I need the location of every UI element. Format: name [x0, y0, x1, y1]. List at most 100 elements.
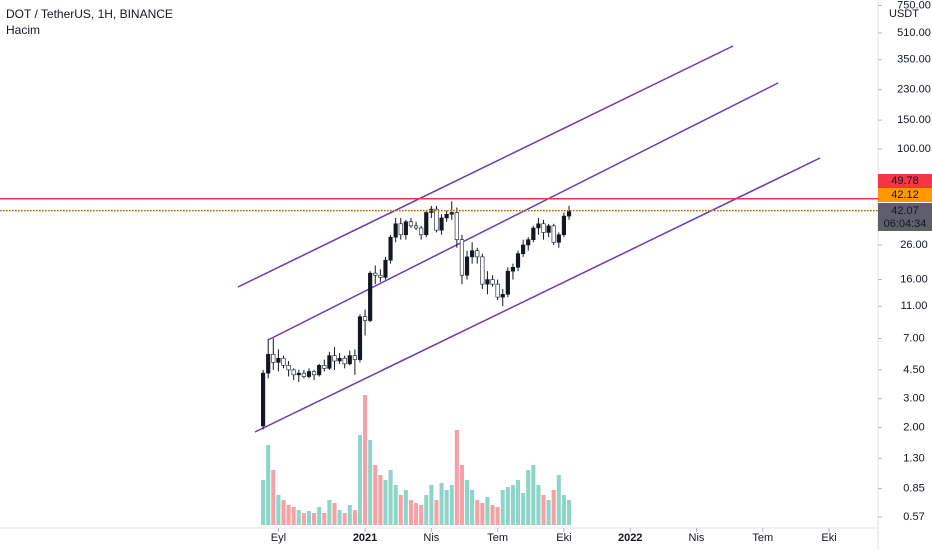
volume-bar: [419, 505, 424, 525]
y-tick-label: 350.00: [897, 54, 931, 66]
candle-body: [551, 225, 556, 243]
volume-bar: [449, 485, 454, 525]
y-tick-label: 0.85: [903, 483, 924, 495]
candle-body: [373, 272, 378, 276]
volume-bar: [291, 507, 296, 525]
candle-body: [515, 253, 521, 268]
candle-body: [505, 270, 510, 295]
volume-bar: [470, 490, 475, 525]
candle-body: [480, 256, 485, 285]
volume-bar: [480, 503, 485, 525]
volume-label: Hacim: [6, 23, 40, 37]
volume-bar: [368, 440, 373, 525]
volume-bar: [312, 513, 317, 525]
candle-body: [510, 267, 516, 272]
candle-body: [459, 239, 465, 276]
volume-bar: [301, 513, 306, 525]
candle-body: [536, 223, 541, 229]
candle-body: [378, 274, 383, 278]
x-tick-label: Tem: [487, 532, 508, 544]
candle-body: [337, 357, 342, 362]
last-price-label: 42.07: [891, 205, 919, 217]
volume-bar: [373, 465, 378, 525]
volume-bar: [266, 445, 271, 525]
volume-bar: [322, 513, 327, 525]
candle-body: [276, 357, 281, 363]
candle-body: [490, 279, 495, 285]
y-tick-label: 26.00: [900, 239, 928, 251]
candle-body: [286, 365, 291, 371]
candle-body: [566, 210, 572, 217]
volume-bar: [271, 470, 276, 525]
candle-body: [357, 316, 363, 360]
volume-bar: [429, 485, 434, 525]
trend-channel: [237, 45, 821, 433]
candle-body: [296, 372, 301, 376]
currency-label: USDT: [889, 8, 919, 20]
candle-body: [352, 355, 357, 360]
volume-bar: [526, 470, 531, 525]
candle-body: [393, 223, 398, 238]
volume-bar: [546, 500, 551, 525]
candle-body: [485, 279, 490, 285]
volume-bar: [444, 490, 449, 525]
channel-line: [267, 82, 779, 341]
volume-bar: [510, 485, 515, 525]
candle-body: [327, 355, 332, 369]
chart-title: DOT / TetherUS, 1H, BINANCE: [6, 7, 173, 21]
candle-body: [311, 371, 317, 376]
volume-bar: [475, 500, 480, 525]
volume-bar: [500, 490, 505, 525]
volume-bar: [541, 495, 546, 525]
y-tick-label: 510.00: [897, 27, 931, 39]
volume-bar: [505, 487, 510, 525]
volume-bar: [357, 435, 363, 525]
candle-body: [424, 212, 429, 236]
y-tick-label: 1.30: [903, 452, 924, 464]
candle-body: [291, 369, 296, 376]
candle-body: [281, 357, 286, 366]
candle-body: [454, 212, 459, 240]
volume-bar: [378, 475, 383, 525]
volume-bar: [551, 490, 556, 525]
volume-bar: [515, 480, 521, 525]
price-label-box: [878, 174, 932, 188]
volume-bar: [261, 480, 266, 525]
x-tick-label: Tem: [752, 532, 773, 544]
x-tick-label: 2021: [353, 532, 377, 544]
volume-bar: [337, 510, 342, 525]
candle-body: [332, 355, 337, 362]
volume-bar: [342, 513, 347, 525]
candle-body: [561, 215, 567, 236]
volume-bar: [531, 465, 536, 525]
y-tick-label: 3.00: [903, 393, 924, 405]
candle-body: [266, 354, 271, 374]
volume-bar: [276, 495, 281, 525]
volume-bar: [561, 495, 566, 525]
candle-body: [439, 217, 444, 231]
volume-bar: [398, 495, 403, 525]
last-price-box: [878, 203, 932, 231]
y-tick-label: 2.00: [903, 422, 924, 434]
x-tick-label: Eki: [821, 532, 836, 544]
volume-bar: [485, 497, 490, 525]
volume-bar: [363, 395, 368, 525]
volume-bar: [465, 480, 470, 525]
x-tick-label: Eki: [556, 532, 571, 544]
volume-bar: [566, 500, 572, 525]
candle-body: [464, 256, 470, 276]
candle-body: [449, 212, 454, 215]
candle-body: [408, 221, 414, 227]
y-tick-label: 750.00: [897, 0, 931, 11]
candle-body: [413, 225, 419, 229]
x-tick-label: Nis: [423, 532, 439, 544]
candle-body: [403, 221, 408, 236]
volume-bar: [495, 507, 500, 525]
volume-bar: [521, 493, 526, 525]
y-tick-label: 0.57: [903, 511, 924, 523]
volume-bar: [281, 500, 286, 525]
candle-body: [398, 223, 403, 236]
volume-bar: [306, 511, 312, 525]
candle-body: [541, 223, 546, 233]
